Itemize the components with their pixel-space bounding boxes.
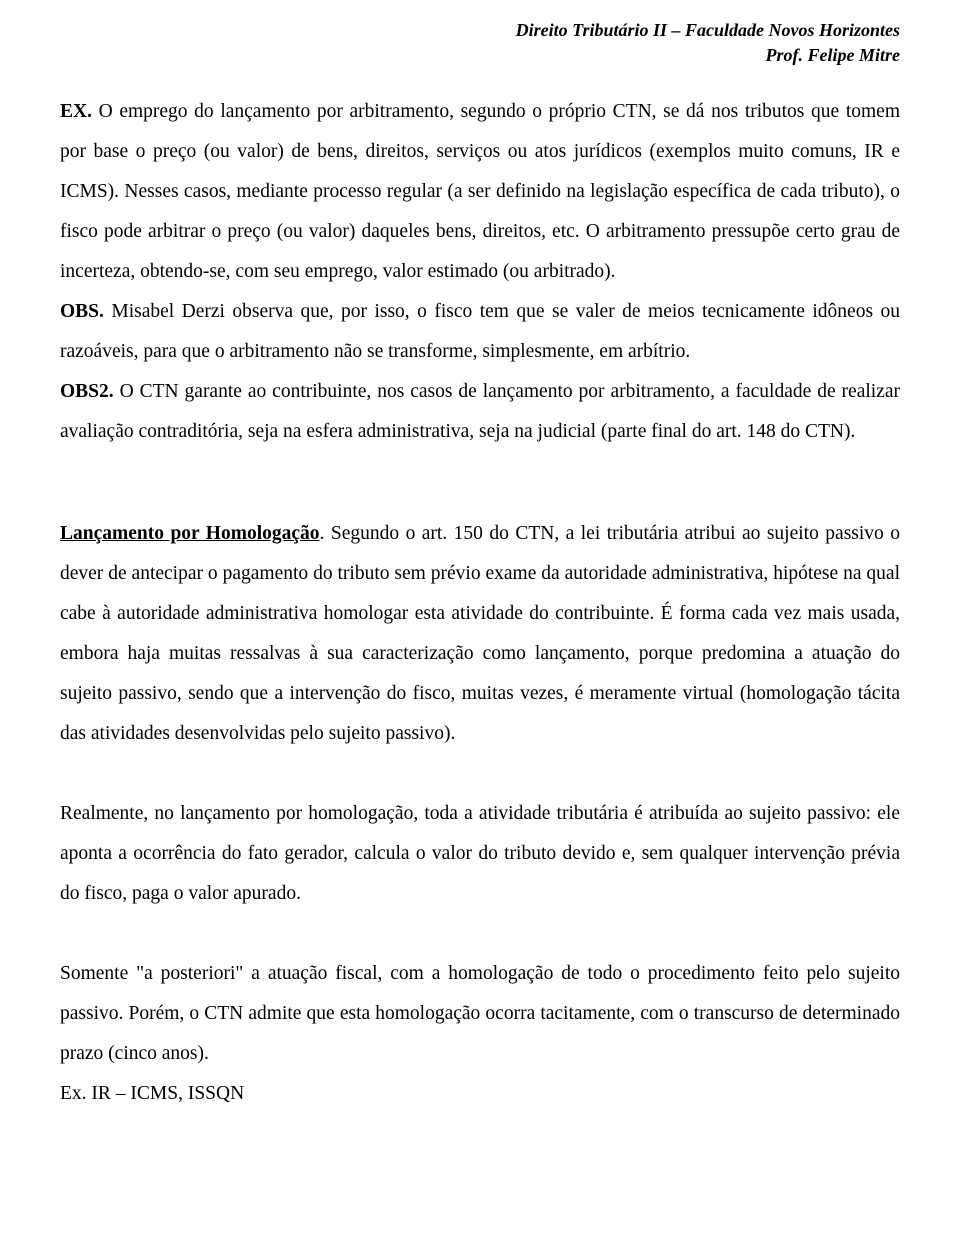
header-course-line: Direito Tributário II – Faculdade Novos … (60, 18, 900, 43)
spacer (60, 914, 900, 954)
paragraph-obs: OBS. Misabel Derzi observa que, por isso… (60, 292, 900, 372)
ex-label: EX. (60, 101, 92, 122)
spacer (60, 754, 900, 794)
paragraph-realmente: Realmente, no lançamento por homologação… (60, 794, 900, 914)
page-header: Direito Tributário II – Faculdade Novos … (60, 18, 900, 68)
paragraph-ex: EX. O emprego do lançamento por arbitram… (60, 92, 900, 292)
obs2-label: OBS2. (60, 381, 114, 402)
homologacao-text: . Segundo o art. 150 do CTN, a lei tribu… (60, 523, 900, 744)
obs-text: Misabel Derzi observa que, por isso, o f… (60, 301, 900, 362)
ex-text: O emprego do lançamento por arbitramento… (60, 101, 900, 282)
paragraph-homologacao: Lançamento por Homologação. Segundo o ar… (60, 514, 900, 754)
paragraph-obs2: OBS2. O CTN garante ao contribuinte, nos… (60, 372, 900, 452)
obs2-text: O CTN garante ao contribuinte, nos casos… (60, 381, 900, 442)
realmente-text: Realmente, no lançamento por homologação… (60, 803, 900, 904)
obs-label: OBS. (60, 301, 104, 322)
somente-text: Somente "a posteriori" a atuação fiscal,… (60, 963, 900, 1064)
paragraph-ex-final: Ex. IR – ICMS, ISSQN (60, 1074, 900, 1114)
homologacao-heading: Lançamento por Homologação (60, 523, 320, 544)
ex-final-text: Ex. IR – ICMS, ISSQN (60, 1083, 244, 1104)
paragraph-somente: Somente "a posteriori" a atuação fiscal,… (60, 954, 900, 1074)
spacer (60, 452, 900, 514)
header-professor-line: Prof. Felipe Mitre (60, 43, 900, 68)
